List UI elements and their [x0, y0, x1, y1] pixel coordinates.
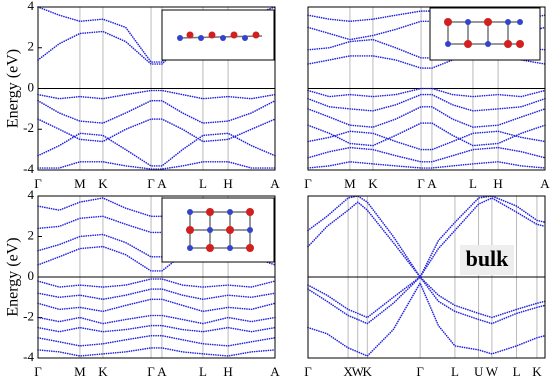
x-tick-label: L — [451, 364, 459, 379]
y-tick-label: 4 — [28, 0, 35, 13]
band — [307, 197, 546, 279]
band — [37, 288, 276, 301]
band — [37, 99, 276, 124]
x-tick-label: A — [157, 364, 167, 379]
plot-frame — [37, 6, 276, 171]
x-tick-label: A — [540, 176, 550, 191]
x-tick-label: H — [493, 176, 502, 191]
x-tick-label: Γ — [34, 176, 42, 191]
x-tick-label: K — [368, 176, 378, 191]
inset-monolayer — [161, 9, 275, 61]
band — [37, 324, 276, 333]
band — [307, 275, 546, 319]
x-tick-label: A — [427, 176, 437, 191]
inset-trilayer — [161, 197, 275, 263]
x-tick-label: W — [486, 364, 499, 379]
y-tick-label: 4 — [28, 187, 35, 202]
x-tick-label: U — [474, 364, 484, 379]
x-tick-label: A — [270, 364, 280, 379]
y-tick-label: -4 — [23, 161, 34, 176]
annotation-box — [460, 245, 514, 275]
band — [307, 122, 546, 147]
x-tick-label: M — [74, 364, 86, 379]
band — [307, 87, 546, 98]
x-tick-label: Γ — [147, 364, 155, 379]
x-tick-label: Γ — [34, 364, 42, 379]
band — [307, 195, 546, 279]
x-tick-label: K — [98, 176, 108, 191]
band — [307, 275, 546, 325]
plot-frame — [307, 6, 546, 171]
x-tick-label: A — [157, 176, 167, 191]
annotation: bulk — [466, 246, 510, 271]
band — [37, 132, 276, 167]
x-tick-label: A — [270, 176, 280, 191]
y-axis-label: Energy (eV) — [5, 49, 22, 128]
band — [37, 118, 276, 143]
band — [37, 298, 276, 313]
x-tick-label: L — [199, 176, 207, 191]
x-tick-label: L — [469, 176, 477, 191]
band — [37, 278, 276, 288]
y-tick-label: -2 — [23, 120, 34, 135]
x-tick-label: Γ — [304, 364, 312, 379]
x-tick-label: L — [513, 364, 521, 379]
band — [307, 106, 546, 129]
x-tick-label: H — [223, 176, 232, 191]
y-tick-label: -2 — [23, 308, 34, 323]
band — [307, 281, 546, 357]
band — [37, 245, 276, 272]
x-tick-label: H — [223, 364, 232, 379]
band — [37, 334, 276, 347]
y-tick-label: 0 — [28, 268, 35, 283]
x-tick-label: K — [98, 364, 108, 379]
x-tick-label: X — [343, 364, 353, 379]
band — [37, 89, 276, 100]
x-tick-label: Γ — [416, 364, 424, 379]
x-tick-label: Γ — [147, 176, 155, 191]
band — [307, 93, 546, 112]
plot-frame — [37, 195, 276, 359]
y-tick-label: 2 — [28, 227, 35, 242]
x-tick-label: Γ — [304, 176, 312, 191]
y-tick-label: 2 — [28, 39, 35, 54]
y-tick-label: -4 — [23, 349, 34, 364]
x-tick-label: W — [352, 364, 365, 379]
y-tick-label: 0 — [28, 79, 35, 94]
band — [307, 160, 546, 169]
x-tick-label: Γ — [417, 176, 425, 191]
band — [37, 161, 276, 170]
x-tick-label: M — [344, 176, 356, 191]
band — [37, 314, 276, 325]
y-axis-label: Energy (eV) — [5, 237, 22, 316]
band — [307, 146, 546, 163]
x-tick-label: K — [363, 364, 373, 379]
inset-bilayer — [429, 7, 541, 61]
plot-frame — [307, 195, 546, 359]
band — [307, 130, 546, 151]
x-tick-label: L — [199, 364, 207, 379]
band — [307, 20, 546, 41]
band — [37, 347, 276, 357]
x-tick-label: M — [74, 176, 86, 191]
x-tick-label: K — [532, 364, 542, 379]
